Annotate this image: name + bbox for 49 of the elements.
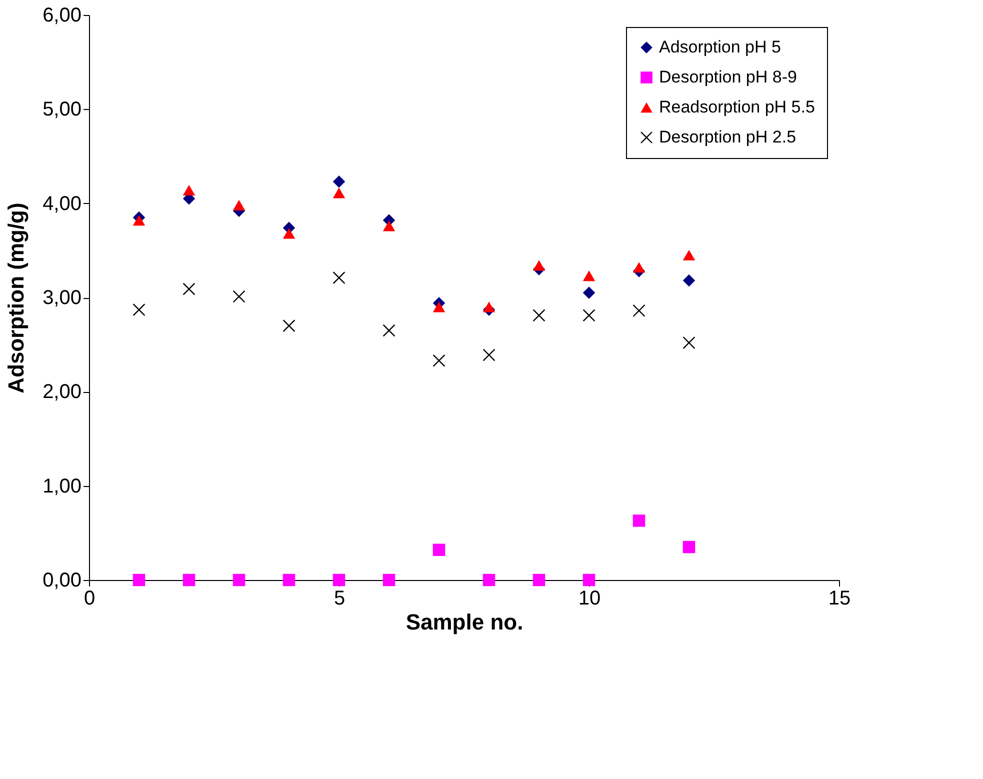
y-tick-label: 6,00 xyxy=(42,4,82,26)
point xyxy=(132,214,146,226)
point xyxy=(532,260,546,271)
point xyxy=(582,574,596,586)
point xyxy=(532,574,546,586)
x-tick-label: 10 xyxy=(578,588,601,610)
point xyxy=(182,184,196,196)
x-tick-label: 0 xyxy=(84,588,96,610)
y-tick-label: 1,00 xyxy=(42,475,82,498)
point xyxy=(482,302,496,312)
y-tick-label: 0,00 xyxy=(42,570,82,592)
legend-label: Readsorption pH 5.5 xyxy=(659,98,815,116)
point xyxy=(432,544,446,556)
point xyxy=(632,514,646,527)
legend-label: Desorption pH 8-9 xyxy=(659,68,797,86)
point xyxy=(682,540,696,554)
point xyxy=(132,304,146,316)
point xyxy=(282,320,296,332)
point xyxy=(132,574,146,586)
point xyxy=(632,304,646,317)
point xyxy=(282,574,296,586)
x-tick-label: 15 xyxy=(828,588,851,610)
point xyxy=(332,574,346,586)
point xyxy=(582,286,596,299)
point xyxy=(182,574,196,586)
y-tick-label: 4,00 xyxy=(42,192,82,215)
point xyxy=(382,574,396,586)
y-axis-title: Adsorption (mg/g) xyxy=(4,202,29,394)
x-tick-label: 5 xyxy=(334,588,346,610)
legend-label: Adsorption pH 5 xyxy=(659,38,781,56)
point xyxy=(282,228,296,239)
point xyxy=(432,302,446,312)
point xyxy=(682,250,696,260)
point xyxy=(332,176,346,188)
point xyxy=(582,270,596,282)
point xyxy=(332,188,346,198)
point xyxy=(482,574,496,586)
point xyxy=(332,272,346,284)
point xyxy=(682,336,696,349)
point xyxy=(682,274,696,287)
point xyxy=(382,220,396,232)
point xyxy=(232,200,246,211)
legend-label: Desorption pH 2.5 xyxy=(659,128,796,146)
y-tick-label: 3,00 xyxy=(42,287,82,309)
point xyxy=(632,262,646,273)
y-tick-label: 2,00 xyxy=(42,381,82,404)
x-axis-title: Sample no. xyxy=(406,610,524,634)
point xyxy=(232,574,246,586)
y-tick-label: 5,00 xyxy=(42,98,82,121)
